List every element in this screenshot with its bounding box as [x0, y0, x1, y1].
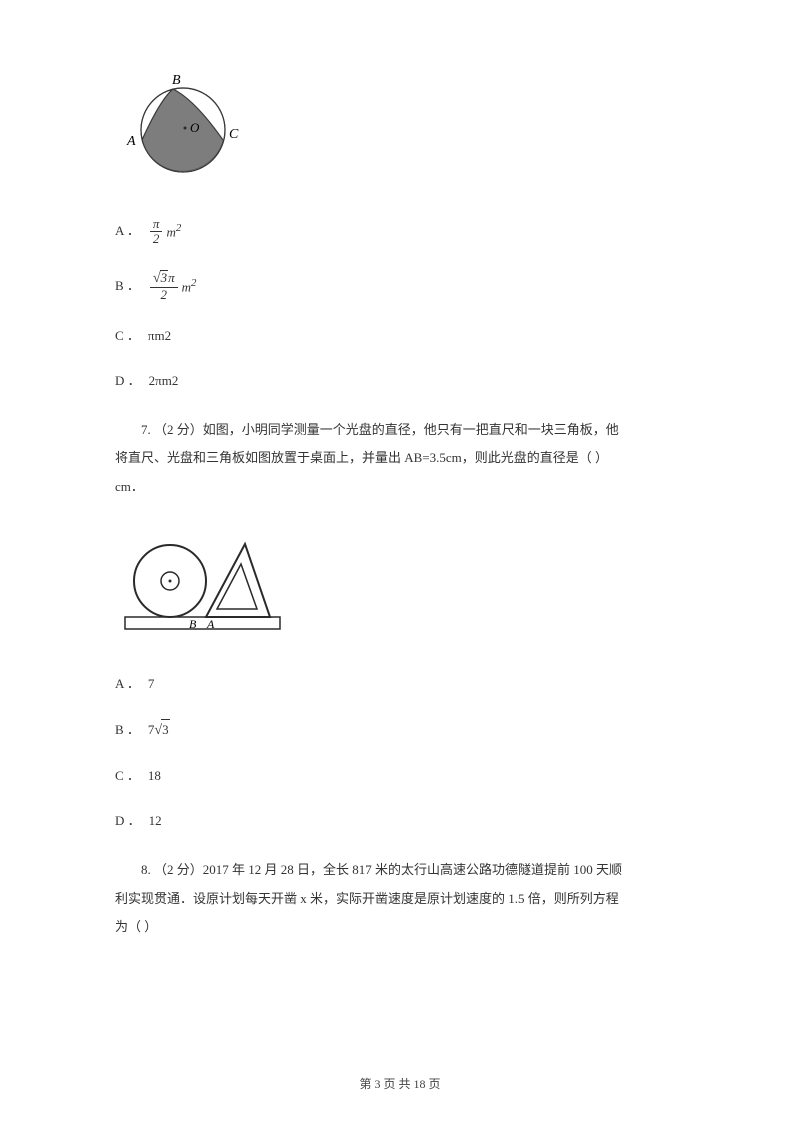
option-label: B ．	[115, 276, 140, 297]
label-a: A	[206, 617, 215, 631]
q8-line2: 利实现贯通．设原计划每天开凿 x 米，实际开凿速度是原计划速度的 1.5 倍，则…	[115, 891, 619, 906]
option-label: D ．	[115, 371, 141, 392]
question-8: 8. （2 分）2017 年 12 月 28 日，全长 817 米的太行山高速公…	[115, 856, 685, 942]
option-label: B ．	[115, 720, 140, 741]
label-o: O	[190, 120, 200, 135]
label-b: B	[189, 617, 197, 631]
option-label: A ．	[115, 674, 140, 695]
option-text: πm2	[148, 326, 171, 347]
label-a: A	[126, 134, 136, 149]
unit: m2	[182, 275, 197, 298]
q7-line1: 7. （2 分）如图，小明同学测量一个光盘的直径，他只有一把直尺和一块三角板，他	[141, 422, 619, 437]
fraction: π 2	[150, 217, 163, 247]
figure-disc-ruler: B A	[115, 519, 685, 646]
denominator: 2	[158, 288, 171, 302]
q7-line3: cm．	[115, 479, 144, 494]
page-number: 第 3 页 共 18 页	[359, 1077, 440, 1091]
page-footer: 第 3 页 共 18 页	[0, 1075, 800, 1092]
fraction: 3π 2	[150, 270, 178, 302]
option-q6-b: B ． 3π 2 m2	[115, 270, 685, 302]
option-q7-b: B ． 73	[115, 719, 685, 742]
page-content: A B C O A ． π 2 m2 B ． 3π 2 m2 C ． πm2 D…	[0, 0, 800, 1000]
label-b: B	[172, 73, 181, 88]
option-q7-d: D ． 12	[115, 811, 685, 832]
option-text: 7	[148, 674, 155, 695]
unit: m2	[166, 220, 181, 243]
q7-line2: 将直尺、光盘和三角板如图放置于桌面上，并量出 AB=3.5cm，则此光盘的直径是…	[115, 450, 608, 465]
option-label: A ．	[115, 221, 140, 242]
q8-line1: 8. （2 分）2017 年 12 月 28 日，全长 817 米的太行山高速公…	[141, 862, 622, 877]
option-text: 12	[149, 811, 162, 832]
option-q6-d: D ． 2πm2	[115, 371, 685, 392]
option-q6-a: A ． π 2 m2	[115, 217, 685, 247]
option-label: C ．	[115, 326, 140, 347]
option-text: 73	[148, 719, 170, 742]
option-q7-a: A ． 7	[115, 674, 685, 695]
option-text: 2πm2	[149, 371, 179, 392]
numerator: π	[150, 217, 163, 232]
label-c: C	[229, 127, 239, 142]
option-label: D ．	[115, 811, 141, 832]
option-text: 18	[148, 766, 161, 787]
option-label: C ．	[115, 766, 140, 787]
denominator: 2	[150, 232, 163, 246]
figure-circle-sector: A B C O	[115, 70, 685, 187]
option-q7-c: C ． 18	[115, 766, 685, 787]
question-7: 7. （2 分）如图，小明同学测量一个光盘的直径，他只有一把直尺和一块三角板，他…	[115, 416, 685, 502]
q8-line3: 为（ ）	[115, 919, 157, 934]
numerator: 3π	[150, 270, 178, 287]
option-q6-c: C ． πm2	[115, 326, 685, 347]
